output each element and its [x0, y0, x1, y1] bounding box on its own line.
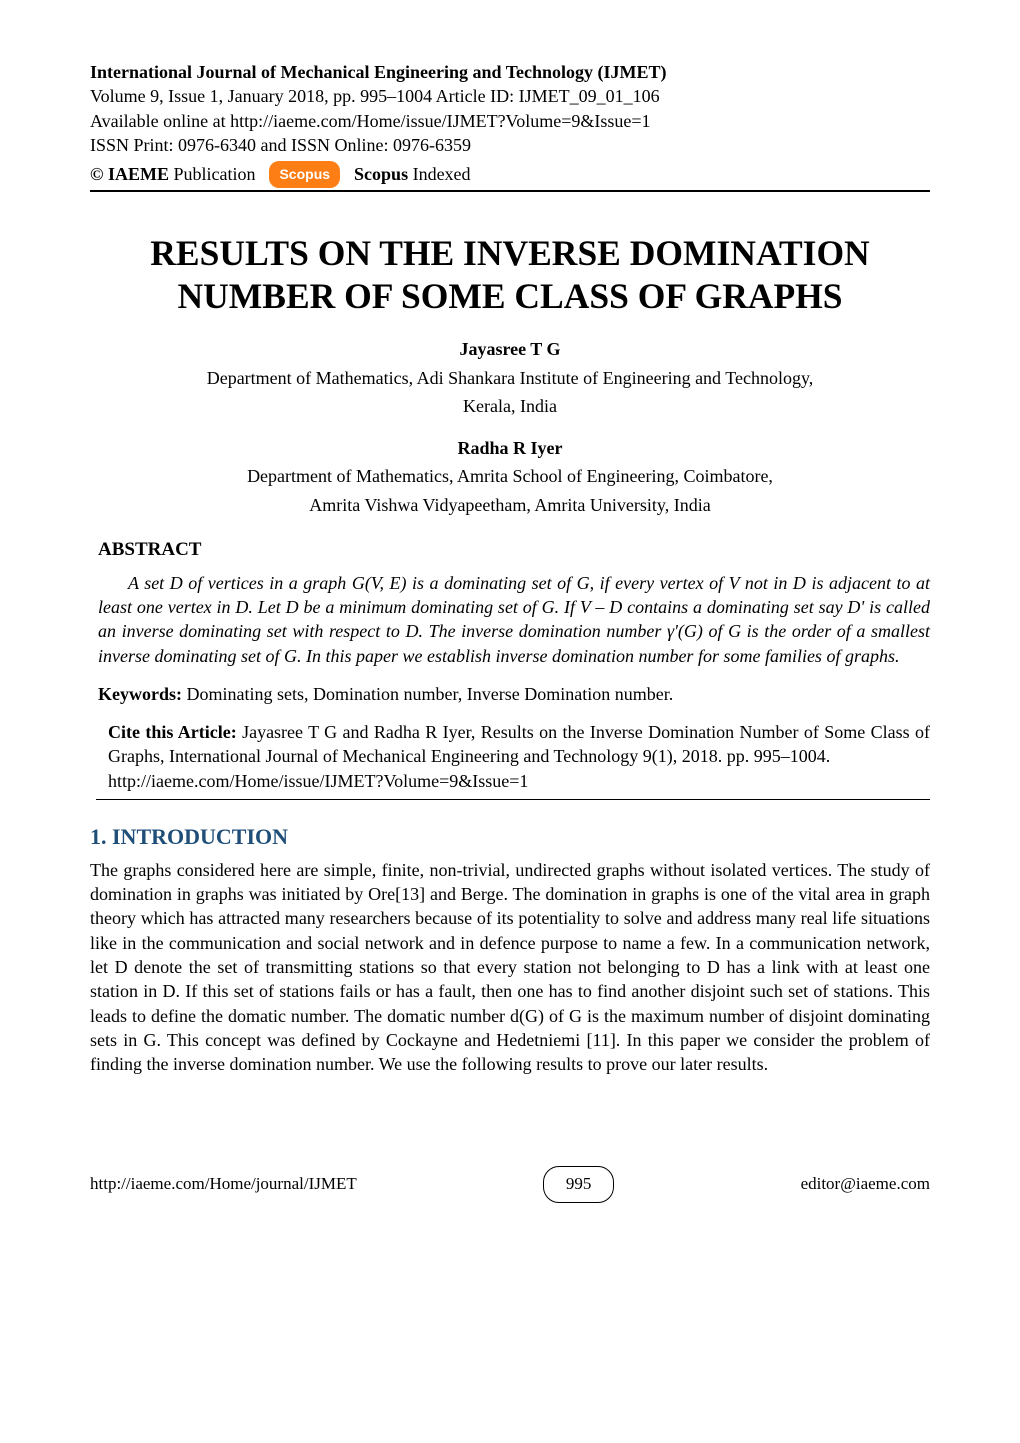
- publisher-label: © IAEME Publication: [90, 162, 255, 186]
- journal-meta-line-1: Volume 9, Issue 1, January 2018, pp. 995…: [90, 84, 930, 108]
- author-name-2: Radha R Iyer: [90, 436, 930, 460]
- journal-header: International Journal of Mechanical Engi…: [90, 60, 930, 192]
- publication-row: © IAEME Publication Scopus Scopus Indexe…: [90, 161, 930, 192]
- paper-title: RESULTS ON THE INVERSE DOMINATION NUMBER…: [90, 232, 930, 317]
- keywords: Keywords: Dominating sets, Domination nu…: [98, 682, 930, 706]
- keywords-body: Dominating sets, Domination number, Inve…: [182, 684, 673, 704]
- journal-title: International Journal of Mechanical Engi…: [90, 60, 930, 84]
- introduction-heading: 1. INTRODUCTION: [90, 822, 930, 852]
- journal-meta-line-2: Available online at http://iaeme.com/Hom…: [90, 109, 930, 133]
- author-1-affiliation-line-2: Kerala, India: [90, 394, 930, 418]
- cite-this-article: Cite this Article: Jayasree T G and Radh…: [96, 720, 930, 800]
- author-2-affiliation-line-1: Department of Mathematics, Amrita School…: [90, 464, 930, 488]
- abstract-body: A set D of vertices in a graph G(V, E) i…: [98, 571, 930, 668]
- footer-left-url: http://iaeme.com/Home/journal/IJMET: [90, 1173, 357, 1196]
- publisher-name-suffix: Publication: [173, 164, 255, 184]
- keywords-label: Keywords:: [98, 684, 182, 704]
- page-number-badge: 995: [543, 1166, 615, 1203]
- cite-label: Cite this Article:: [108, 722, 237, 742]
- copyright-symbol: ©: [90, 164, 103, 184]
- abstract-heading: ABSTRACT: [98, 537, 930, 563]
- indexed-suffix: Indexed: [413, 164, 471, 184]
- indexed-prefix: Scopus: [354, 164, 413, 184]
- cite-url: http://iaeme.com/Home/issue/IJMET?Volume…: [108, 769, 930, 793]
- author-1-affiliation-line-1: Department of Mathematics, Adi Shankara …: [90, 366, 930, 390]
- indexed-label: Scopus Indexed: [354, 162, 471, 186]
- publisher-name-prefix: IAEME: [103, 164, 173, 184]
- page-footer: http://iaeme.com/Home/journal/IJMET 995 …: [90, 1166, 930, 1203]
- scopus-badge: Scopus: [269, 161, 340, 188]
- footer-right-email: editor@iaeme.com: [801, 1173, 930, 1196]
- author-2-affiliation-line-2: Amrita Vishwa Vidyapeetham, Amrita Unive…: [90, 493, 930, 517]
- journal-meta-line-3: ISSN Print: 0976-6340 and ISSN Online: 0…: [90, 133, 930, 157]
- introduction-body: The graphs considered here are simple, f…: [90, 858, 930, 1077]
- author-name-1: Jayasree T G: [90, 337, 930, 361]
